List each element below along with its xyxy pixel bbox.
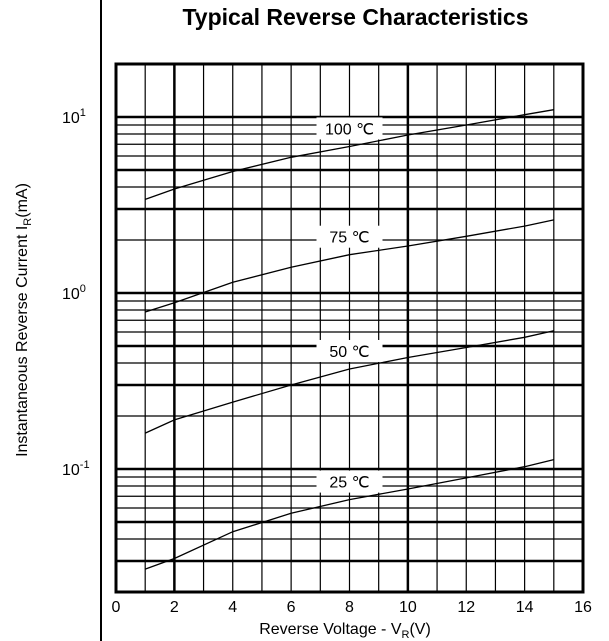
x-tick-label: 0 — [112, 599, 121, 616]
series-line — [144, 109, 554, 201]
y-tick-label: 10-1 — [62, 459, 90, 479]
x-tick-label: 14 — [516, 599, 534, 616]
y-tick-label: 100 — [62, 283, 86, 303]
grid — [115, 63, 584, 593]
series-label-bg — [316, 117, 383, 140]
series-line — [145, 219, 554, 313]
series-label-bg — [316, 225, 383, 248]
y-tick-label: 101 — [62, 107, 86, 127]
series-line — [144, 330, 554, 434]
x-tick-label: 12 — [457, 599, 475, 616]
x-tick-label: 4 — [228, 599, 237, 616]
x-tick-label: 8 — [345, 599, 354, 616]
series-label: 100 ℃ — [325, 121, 374, 138]
divider-line — [100, 0, 102, 641]
x-tick-label: 6 — [287, 599, 296, 616]
y-axis-title: Instantaneous Reverse Current IR(mA) — [14, 183, 34, 457]
plot-frame — [114, 62, 585, 594]
x-tick-label: 16 — [574, 599, 592, 616]
x-tick-label: 10 — [399, 599, 417, 616]
x-tick-label: 2 — [170, 599, 179, 616]
chart-title: Typical Reverse Characteristics — [182, 4, 529, 30]
series-label-bg — [316, 339, 383, 362]
series-line — [144, 458, 554, 570]
series-label-bg — [316, 470, 383, 493]
series-label: 50 ℃ — [329, 344, 369, 361]
x-axis-title: Reverse Voltage - VR(V) — [259, 621, 431, 641]
series-label: 75 ℃ — [329, 230, 369, 247]
series-label: 25 ℃ — [329, 475, 369, 492]
